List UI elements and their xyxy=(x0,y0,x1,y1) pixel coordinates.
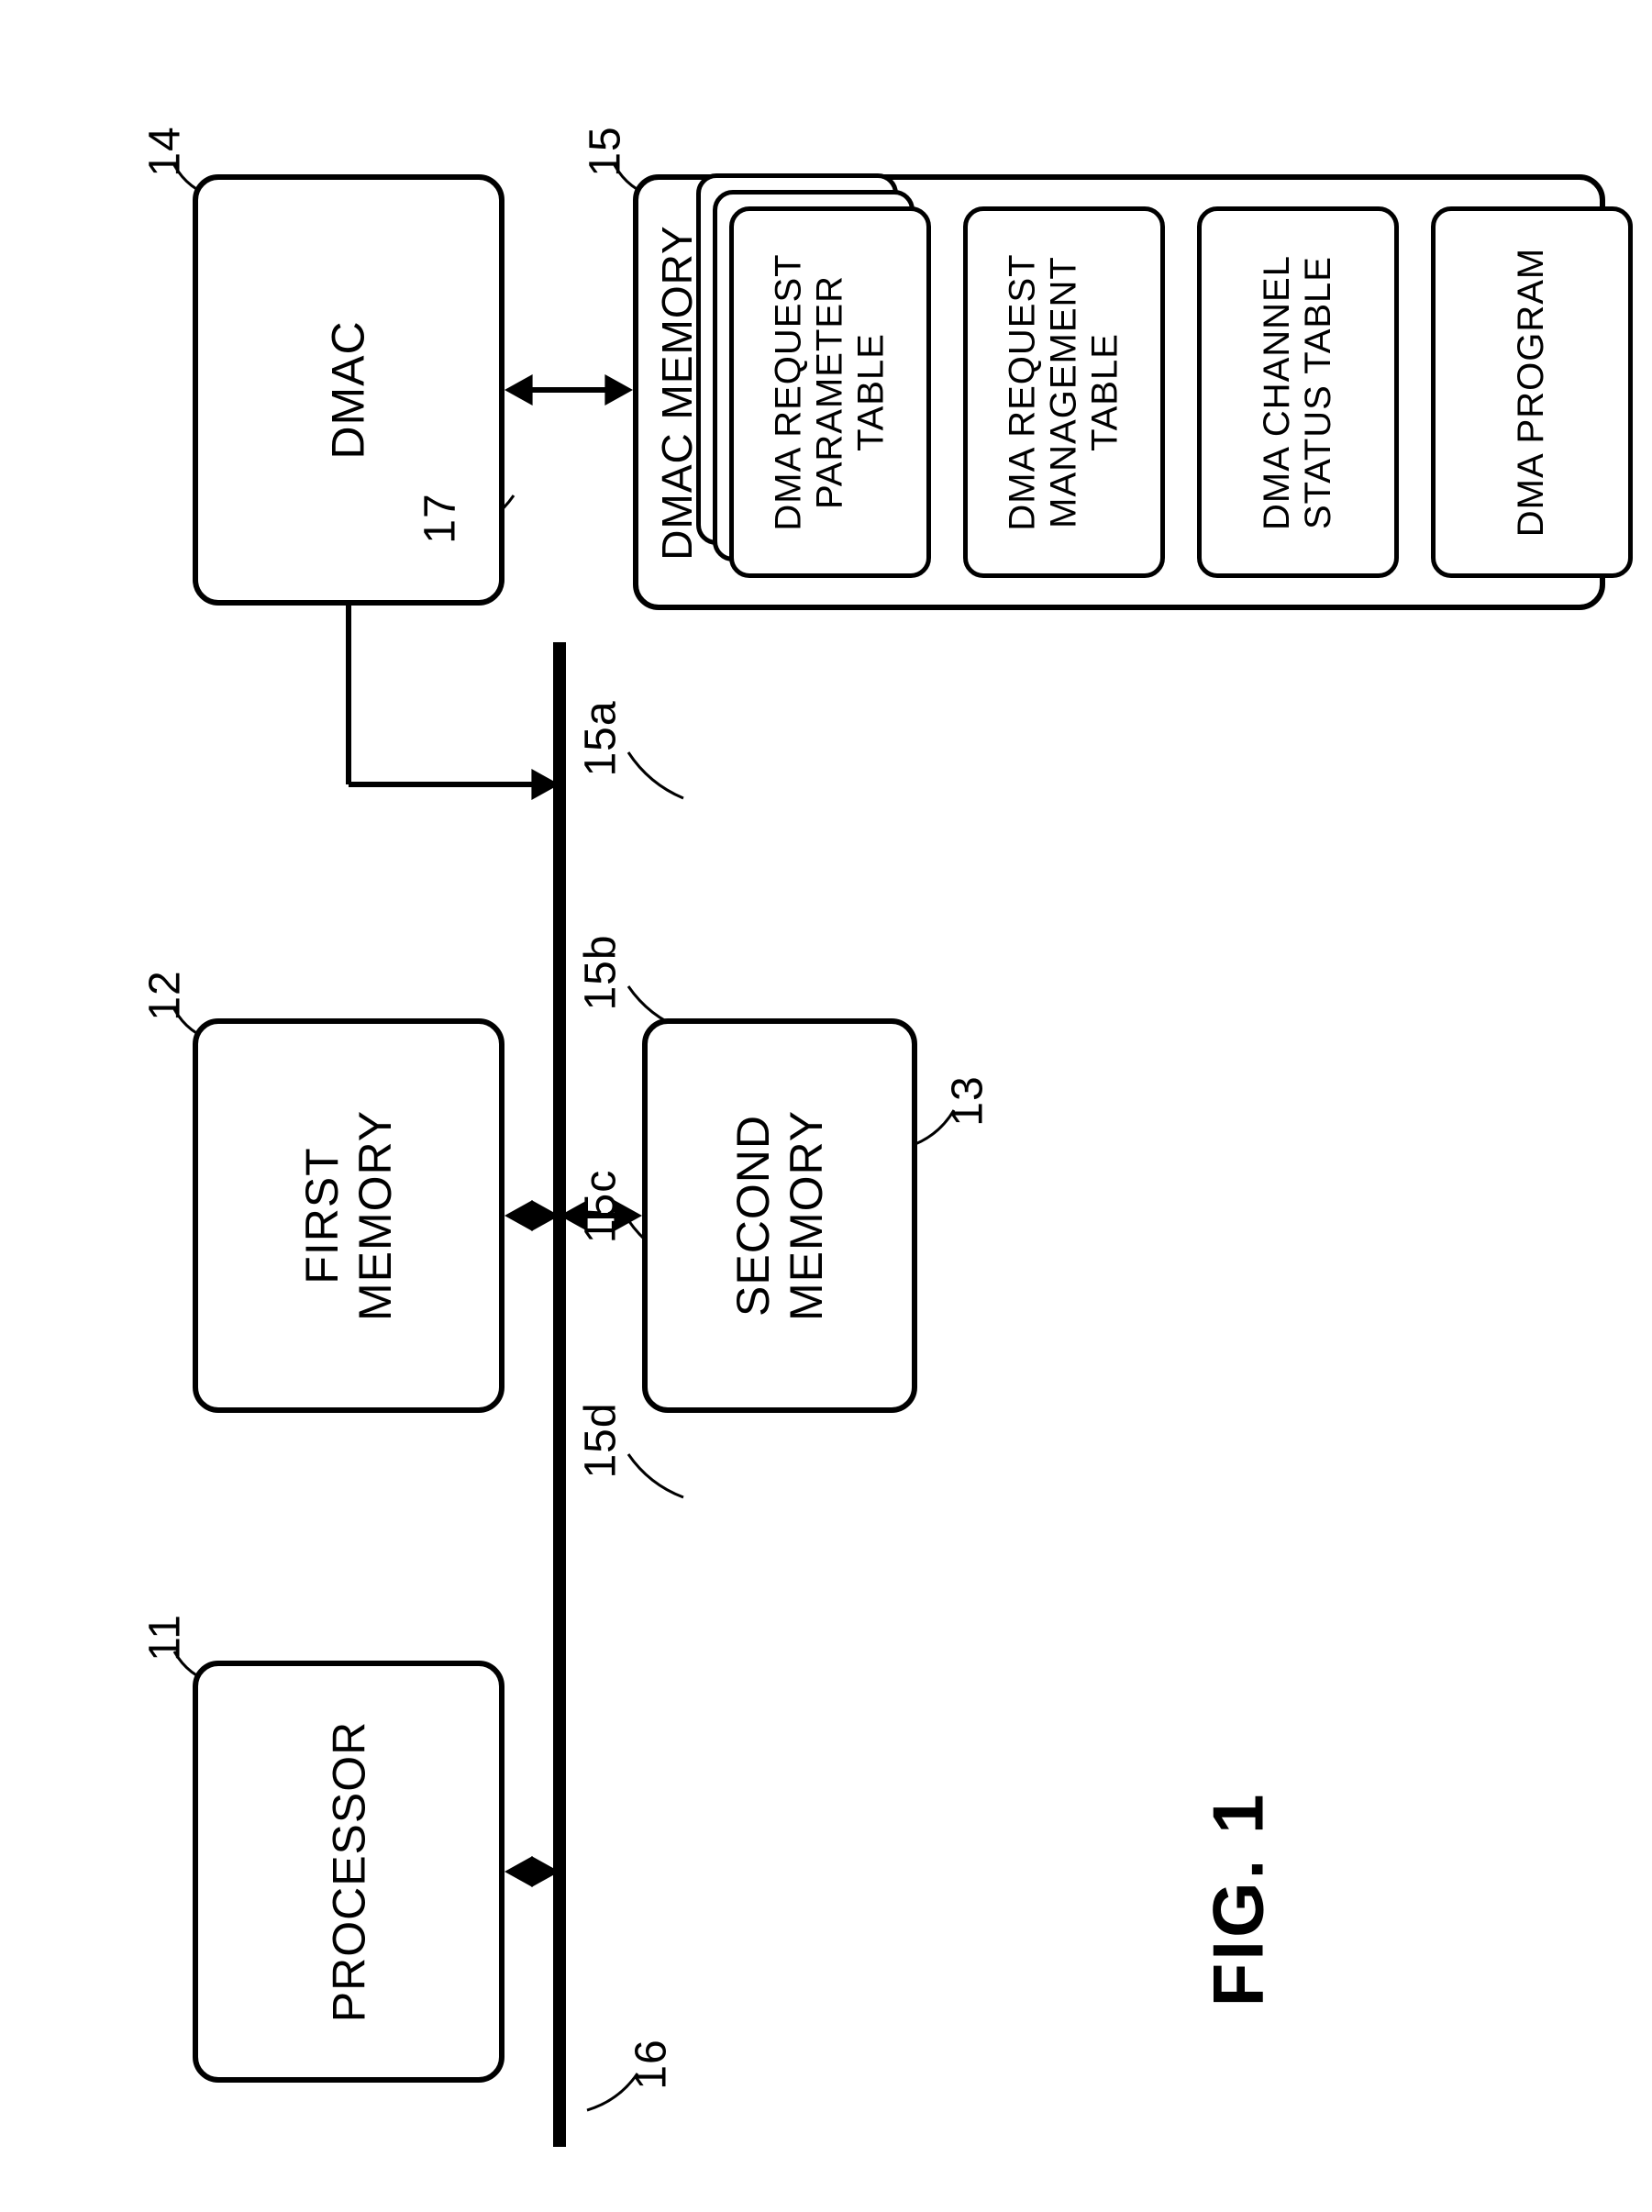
dmac-memory-item-program-label: DMA PROGRAM xyxy=(1512,248,1553,537)
first-memory-block-label: FIRST MEMORY xyxy=(295,1110,402,1321)
dmac-memory-item-status_table-label: DMA CHANNEL STATUS TABLE xyxy=(1257,255,1339,530)
dmac-memory-item-program: DMA PROGRAM xyxy=(1431,206,1633,578)
ref-label-15: 15 xyxy=(581,126,631,176)
dmac-memory-title: DMAC MEMORY xyxy=(652,225,702,560)
dmac-memory-item-param_table-label: DMA REQUEST PARAMETER TABLE xyxy=(769,253,893,530)
second-memory-block-label: SECOND MEMORY xyxy=(726,1110,833,1321)
ref-label-15d: 15d xyxy=(576,1402,626,1478)
processor-block-label: PROCESSOR xyxy=(322,1721,375,2023)
ref-label-13: 13 xyxy=(943,1075,993,1126)
ref-label-15a: 15a xyxy=(576,700,626,776)
dmac-memory-item-param_table: DMA REQUEST PARAMETER TABLE xyxy=(729,206,931,578)
diagram-stage: PROCESSOR FIRST MEMORY SECOND MEMORY DMAC DM… xyxy=(0,0,1652,2212)
ref-label-16: 16 xyxy=(626,2039,677,2089)
ref-label-11: 11 xyxy=(140,1614,191,1662)
leader-line xyxy=(628,1454,683,1497)
figure-label: FIG. 1 xyxy=(1197,1792,1281,2007)
dmac-block-label: DMAC xyxy=(322,320,375,459)
ref-label-15b: 15b xyxy=(576,934,626,1010)
ref-label-17: 17 xyxy=(416,493,466,543)
dmac-memory-item-mgmt_table-label: DMA REQUEST MANAGEMENT TABLE xyxy=(1003,253,1126,530)
ref-label-14: 14 xyxy=(140,126,191,176)
first-memory-block: FIRST MEMORY xyxy=(193,1018,504,1413)
second-memory-block: SECOND MEMORY xyxy=(642,1018,917,1413)
ref-label-15c: 15c xyxy=(576,1170,626,1243)
leader-line xyxy=(628,752,683,798)
dmac-memory-item-status_table: DMA CHANNEL STATUS TABLE xyxy=(1197,206,1399,578)
ref-label-12: 12 xyxy=(140,970,191,1020)
processor-block: PROCESSOR xyxy=(193,1661,504,2083)
dmac-memory-item-mgmt_table: DMA REQUEST MANAGEMENT TABLE xyxy=(963,206,1165,578)
